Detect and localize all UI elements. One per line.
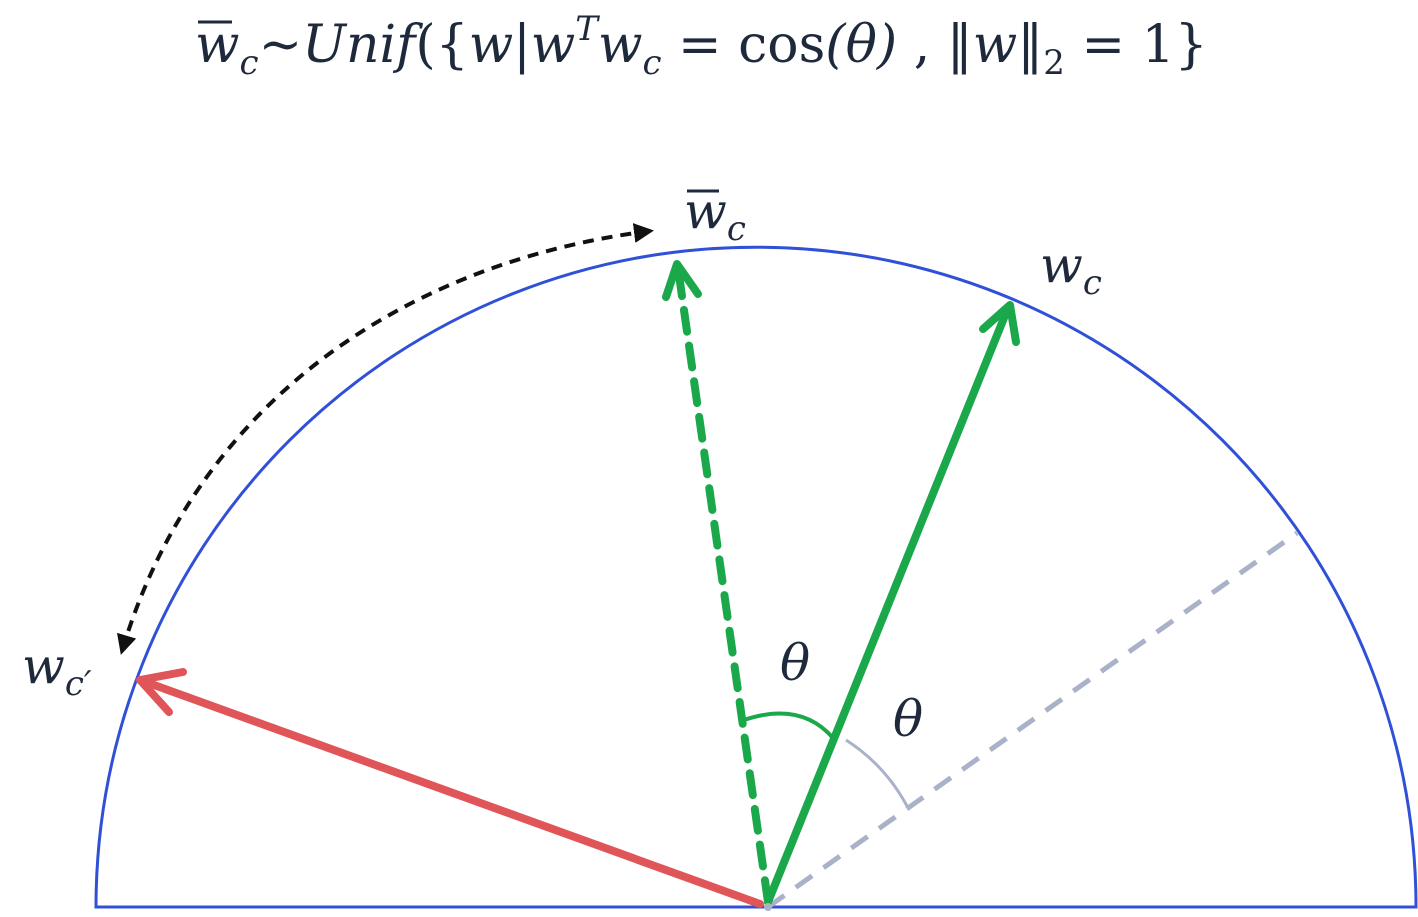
green-dashed-vector-wbar [662,260,772,906]
sampling-arc-arrow [117,223,654,655]
label-theta-left: θ [780,634,810,692]
angle-arc-grey [845,738,909,807]
green-vector-wc [764,301,1020,906]
label-theta-right: θ [893,690,923,748]
svg-text:wc~Unif({w|wTwc = cos(θ) , ‖w‖: wc~Unif({w|wTwc = cos(θ) , ‖w‖2 = 1} [195,9,1208,83]
label-wbar-c: wc [684,182,746,249]
label-wc: wc [1040,236,1102,303]
origin-point [764,903,772,911]
red-vector-wc-prime [136,668,764,908]
angle-arc-green [740,711,835,740]
label-wc-prime: wc′ [22,637,92,704]
formula: wc~Unif({w|wTwc = cos(θ) , ‖w‖2 = 1} [195,9,1208,83]
reference-dashed-line [766,530,1299,910]
